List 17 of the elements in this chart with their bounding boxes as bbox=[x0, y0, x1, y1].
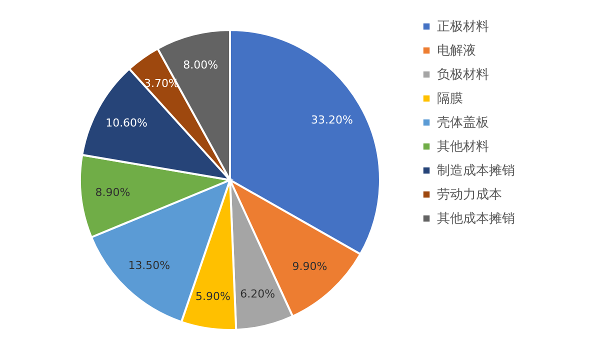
data-label: 8.90% bbox=[95, 186, 130, 200]
data-label: 5.90% bbox=[196, 290, 230, 303]
legend-label: 正极材料 bbox=[437, 20, 489, 34]
legend-label: 负极材料 bbox=[437, 68, 489, 82]
legend-label: 电解液 bbox=[437, 44, 476, 58]
legend-label: 隔膜 bbox=[437, 92, 463, 106]
legend-label: 劳动力成本 bbox=[437, 188, 502, 202]
legend-label: 其他材料 bbox=[437, 140, 489, 154]
data-label: 8.00% bbox=[183, 58, 218, 72]
data-label: 10.60% bbox=[106, 116, 148, 130]
legend-label: 壳体盖板 bbox=[437, 114, 489, 130]
legend-label: 其他成本摊销 bbox=[437, 212, 515, 226]
data-label: 6.20% bbox=[240, 288, 276, 301]
data-label: 13.50% bbox=[128, 258, 170, 272]
legend-label: 制造成本摊销 bbox=[437, 164, 515, 178]
data-label: 9.90% bbox=[292, 260, 328, 273]
data-label: 33.20% bbox=[311, 114, 353, 127]
